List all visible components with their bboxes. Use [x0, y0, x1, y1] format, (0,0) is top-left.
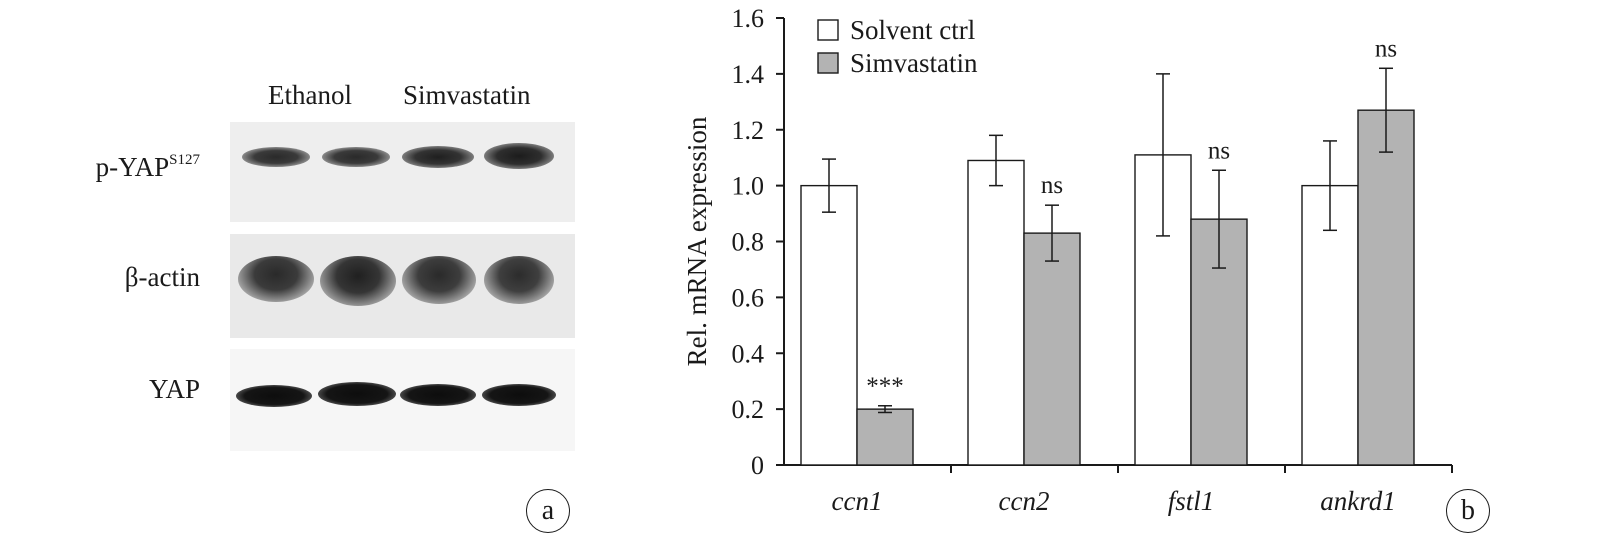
blot-band	[402, 146, 474, 168]
y-tick-label: 0.6	[732, 283, 765, 312]
legend-label: Simvastatin	[850, 48, 978, 78]
western-blot-panel: Ethanol Simvastatin p-YAPS127 β-actin YA…	[0, 0, 620, 548]
blot-band	[482, 384, 556, 406]
bar-solvent-ctrl	[1301, 184, 1359, 466]
blot-band	[320, 256, 396, 306]
legend-label: Solvent ctrl	[850, 15, 975, 45]
bar-simvastatin	[856, 408, 914, 466]
bar-solvent-ctrl	[967, 159, 1025, 466]
significance-label: ns	[1208, 137, 1230, 164]
significance-label: ns	[1041, 172, 1063, 199]
blot-strip-yap	[230, 349, 575, 451]
lane-header-ethanol: Ethanol	[268, 80, 352, 110]
blot-band	[400, 384, 476, 406]
blot-band	[484, 143, 554, 169]
row-label-beta-actin: β-actin	[124, 262, 200, 292]
y-axis-label: Rel. mRNA expression	[682, 116, 712, 366]
significance-label: ***	[866, 373, 904, 400]
bar-simvastatin	[1357, 109, 1415, 466]
blot-band	[484, 256, 554, 304]
blot-band	[236, 385, 312, 407]
y-tick-label: 1.6	[732, 4, 765, 33]
x-category-label: ccn2	[999, 486, 1050, 516]
row-label-yap: YAP	[148, 374, 200, 404]
blot-band	[318, 382, 396, 406]
y-tick-label: 0.8	[732, 228, 765, 257]
bar-solvent-ctrl	[800, 184, 858, 466]
blot-strip-beta-actin	[230, 234, 575, 338]
blot-strip-p-yap	[230, 122, 575, 222]
lane-header-simvastatin: Simvastatin	[403, 80, 531, 110]
y-tick-label: 1.0	[732, 172, 765, 201]
significance-label: ns	[1375, 35, 1397, 62]
bar-simvastatin	[1023, 232, 1081, 466]
blot-band	[242, 147, 310, 167]
legend-swatch	[817, 52, 839, 74]
panel-b-label: b	[1446, 489, 1490, 533]
y-tick-label: 1.4	[732, 60, 765, 89]
bar-chart-panel: 0 0.2 0.4 0.6 0.8 1.0 1.2 1.4 1.6 Rel. mRNA expre…	[640, 0, 1600, 548]
y-tick-label: 1.2	[732, 116, 765, 145]
blot-band	[238, 256, 314, 302]
bar-chart: 0 0.2 0.4 0.6 0.8 1.0 1.2 1.4 1.6 Rel. mRNA expre…	[682, 4, 1453, 516]
y-tick-label: 0.4	[732, 339, 765, 368]
panel-a-label: a	[526, 489, 570, 533]
blot-band	[402, 256, 476, 304]
blot-band	[322, 147, 390, 167]
row-label-p-yap: p-YAPS127	[95, 152, 200, 182]
x-category-label: ankrd1	[1320, 486, 1396, 516]
legend-swatch	[817, 19, 839, 41]
y-tick-label: 0	[751, 451, 764, 480]
x-category-label: fstl1	[1168, 486, 1215, 516]
y-tick-label: 0.2	[732, 395, 765, 424]
x-category-label: ccn1	[832, 486, 883, 516]
